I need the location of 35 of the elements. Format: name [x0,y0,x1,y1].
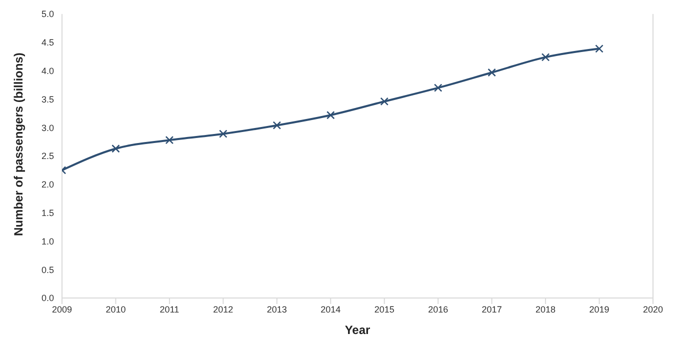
y-tick-label: 0.5 [41,264,54,275]
y-tick-label: 3.5 [41,94,54,104]
x-tick-label: 2020 [642,304,664,314]
x-tick-label: 2018 [536,304,556,314]
y-tick-label: 1.0 [41,236,54,246]
x-tick-label: 2019 [589,304,610,314]
point [488,68,496,77]
y-tick-label: 3.0 [41,122,54,133]
x-tick-label: 2017 [482,304,502,314]
x-tick-label: 2010 [106,304,126,314]
x-tick-label: 2013 [266,304,287,314]
x-tick-label: 2015 [374,304,394,314]
x-tick-label: 2009 [52,304,72,314]
y-tick-label: 2.0 [41,180,54,190]
y-tick-label: 5.0 [41,9,54,20]
point [112,144,120,153]
x-tick-label: 2011 [160,304,180,314]
y-tick-label: 4.0 [41,66,54,76]
point [541,53,550,62]
y-tick-label: 0.0 [41,293,54,304]
y-tick-label: 2.5 [41,151,54,162]
x-tick-label: 2014 [320,304,341,314]
point [165,136,174,144]
x-tick-label: 2012 [213,304,234,314]
point [272,121,282,130]
x-tick-label: 2016 [428,304,448,314]
point [595,44,604,53]
point [219,130,228,138]
y-axis-title: Number of passengers (billions) [11,52,26,236]
point [380,97,389,106]
x-axis-title: Year [344,323,371,337]
y-tick-label: 4.5 [41,38,54,48]
y-tick-label: 1.5 [41,208,54,218]
point [434,84,442,92]
point [326,110,335,120]
